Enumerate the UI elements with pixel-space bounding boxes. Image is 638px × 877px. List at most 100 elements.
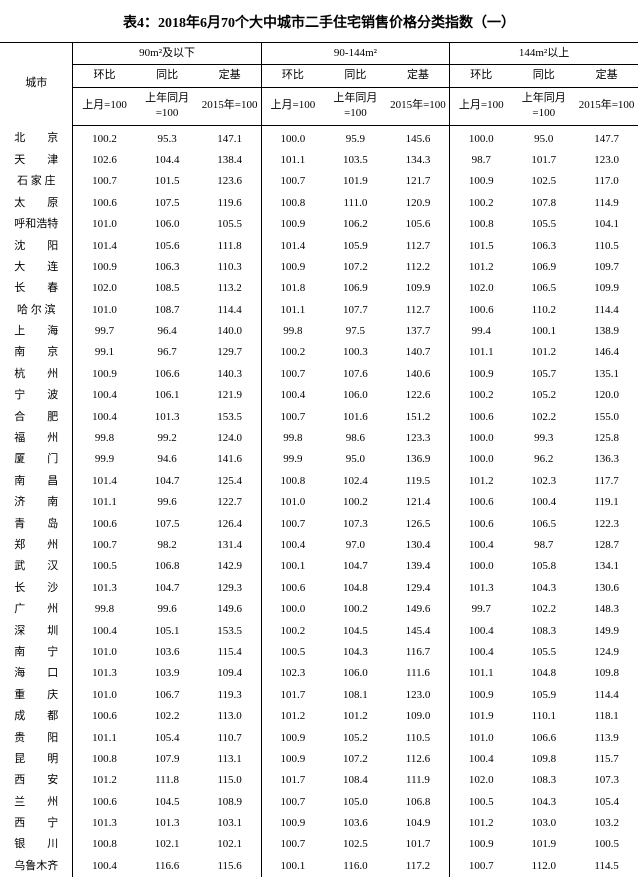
data-cell: 106.8: [387, 792, 450, 813]
data-cell: 100.7: [261, 171, 324, 192]
city-name: 银 川: [0, 834, 73, 855]
data-cell: 100.2: [73, 125, 136, 150]
city-name: 太 原: [0, 193, 73, 214]
data-cell: 105.2: [512, 385, 575, 406]
data-cell: 100.0: [450, 428, 513, 449]
table-row: 大 连100.9106.3110.3100.9107.2112.2101.210…: [0, 257, 638, 278]
data-cell: 128.7: [575, 535, 638, 556]
data-cell: 107.6: [324, 364, 387, 385]
city-name: 厦 门: [0, 449, 73, 470]
data-cell: 104.3: [512, 578, 575, 599]
data-cell: 102.3: [261, 663, 324, 684]
data-cell: 138.4: [198, 150, 261, 171]
data-cell: 126.5: [387, 514, 450, 535]
data-cell: 101.2: [450, 813, 513, 834]
data-cell: 140.6: [387, 364, 450, 385]
data-cell: 106.3: [136, 257, 199, 278]
data-cell: 104.7: [136, 578, 199, 599]
city-name: 武 汉: [0, 556, 73, 577]
data-cell: 105.5: [198, 214, 261, 235]
data-cell: 123.3: [387, 428, 450, 449]
header-group-1: 90m²及以下: [73, 43, 261, 65]
city-name: 天 津: [0, 150, 73, 171]
data-cell: 111.0: [324, 193, 387, 214]
header-base: 上月=100: [73, 87, 136, 125]
table-row: 广 州99.899.6149.6100.0100.2149.699.7102.2…: [0, 599, 638, 620]
header-base: 上月=100: [261, 87, 324, 125]
data-cell: 99.8: [261, 321, 324, 342]
data-cell: 105.6: [387, 214, 450, 235]
table-row: 北 京100.295.3147.1100.095.9145.6100.095.0…: [0, 125, 638, 150]
data-cell: 100.2: [324, 492, 387, 513]
city-name: 青 岛: [0, 514, 73, 535]
data-cell: 108.7: [136, 300, 199, 321]
data-cell: 102.3: [512, 471, 575, 492]
data-cell: 106.2: [324, 214, 387, 235]
city-name: 合 肥: [0, 407, 73, 428]
data-cell: 103.6: [324, 813, 387, 834]
table-row: 南 京99.196.7129.7100.2100.3140.7101.1101.…: [0, 342, 638, 363]
data-cell: 123.0: [575, 150, 638, 171]
data-cell: 100.2: [450, 193, 513, 214]
data-cell: 134.3: [387, 150, 450, 171]
data-cell: 100.3: [324, 342, 387, 363]
city-name: 石 家 庄: [0, 171, 73, 192]
data-cell: 100.7: [261, 364, 324, 385]
data-cell: 100.6: [450, 492, 513, 513]
header-sub: 环比: [73, 65, 136, 87]
data-cell: 103.2: [575, 813, 638, 834]
data-cell: 119.1: [575, 492, 638, 513]
data-cell: 116.0: [324, 856, 387, 877]
data-cell: 100.4: [261, 385, 324, 406]
data-cell: 99.4: [450, 321, 513, 342]
city-name: 贵 阳: [0, 728, 73, 749]
data-cell: 100.7: [450, 856, 513, 877]
data-cell: 112.6: [387, 749, 450, 770]
data-cell: 108.5: [136, 278, 199, 299]
data-cell: 110.7: [198, 728, 261, 749]
data-cell: 103.0: [512, 813, 575, 834]
data-cell: 97.5: [324, 321, 387, 342]
city-name: 昆 明: [0, 749, 73, 770]
data-cell: 111.6: [387, 663, 450, 684]
data-cell: 106.7: [136, 685, 199, 706]
table-row: 福 州99.899.2124.099.898.6123.3100.099.312…: [0, 428, 638, 449]
data-cell: 99.6: [136, 492, 199, 513]
data-cell: 100.8: [73, 834, 136, 855]
data-cell: 101.1: [261, 150, 324, 171]
table-row: 海 口101.3103.9109.4102.3106.0111.6101.110…: [0, 663, 638, 684]
data-cell: 95.9: [324, 125, 387, 150]
data-cell: 102.1: [198, 834, 261, 855]
data-cell: 145.4: [387, 621, 450, 642]
header-group-2: 90-144m²: [261, 43, 449, 65]
data-cell: 101.3: [136, 813, 199, 834]
data-cell: 98.6: [324, 428, 387, 449]
data-cell: 137.7: [387, 321, 450, 342]
data-cell: 101.0: [73, 214, 136, 235]
data-cell: 105.9: [512, 685, 575, 706]
data-cell: 100.1: [261, 856, 324, 877]
data-cell: 123.0: [387, 685, 450, 706]
data-cell: 100.8: [450, 214, 513, 235]
city-name: 南 京: [0, 342, 73, 363]
header-sub: 定基: [575, 65, 638, 87]
data-cell: 100.0: [450, 449, 513, 470]
table-row: 太 原100.6107.5119.6100.8111.0120.9100.210…: [0, 193, 638, 214]
data-cell: 121.7: [387, 171, 450, 192]
header-base: 上年同月=100: [512, 87, 575, 125]
data-cell: 101.5: [136, 171, 199, 192]
data-cell: 104.9: [387, 813, 450, 834]
data-cell: 101.4: [73, 236, 136, 257]
data-cell: 100.4: [73, 407, 136, 428]
data-cell: 114.5: [575, 856, 638, 877]
data-cell: 98.7: [512, 535, 575, 556]
data-cell: 124.0: [198, 428, 261, 449]
table-header: 城市 90m²及以下 90-144m² 144m²以上 环比 同比 定基 环比 …: [0, 43, 638, 126]
data-cell: 153.5: [198, 407, 261, 428]
city-name: 广 州: [0, 599, 73, 620]
data-cell: 112.7: [387, 236, 450, 257]
data-cell: 117.2: [387, 856, 450, 877]
data-cell: 117.0: [575, 171, 638, 192]
data-cell: 149.6: [387, 599, 450, 620]
data-cell: 100.2: [261, 342, 324, 363]
